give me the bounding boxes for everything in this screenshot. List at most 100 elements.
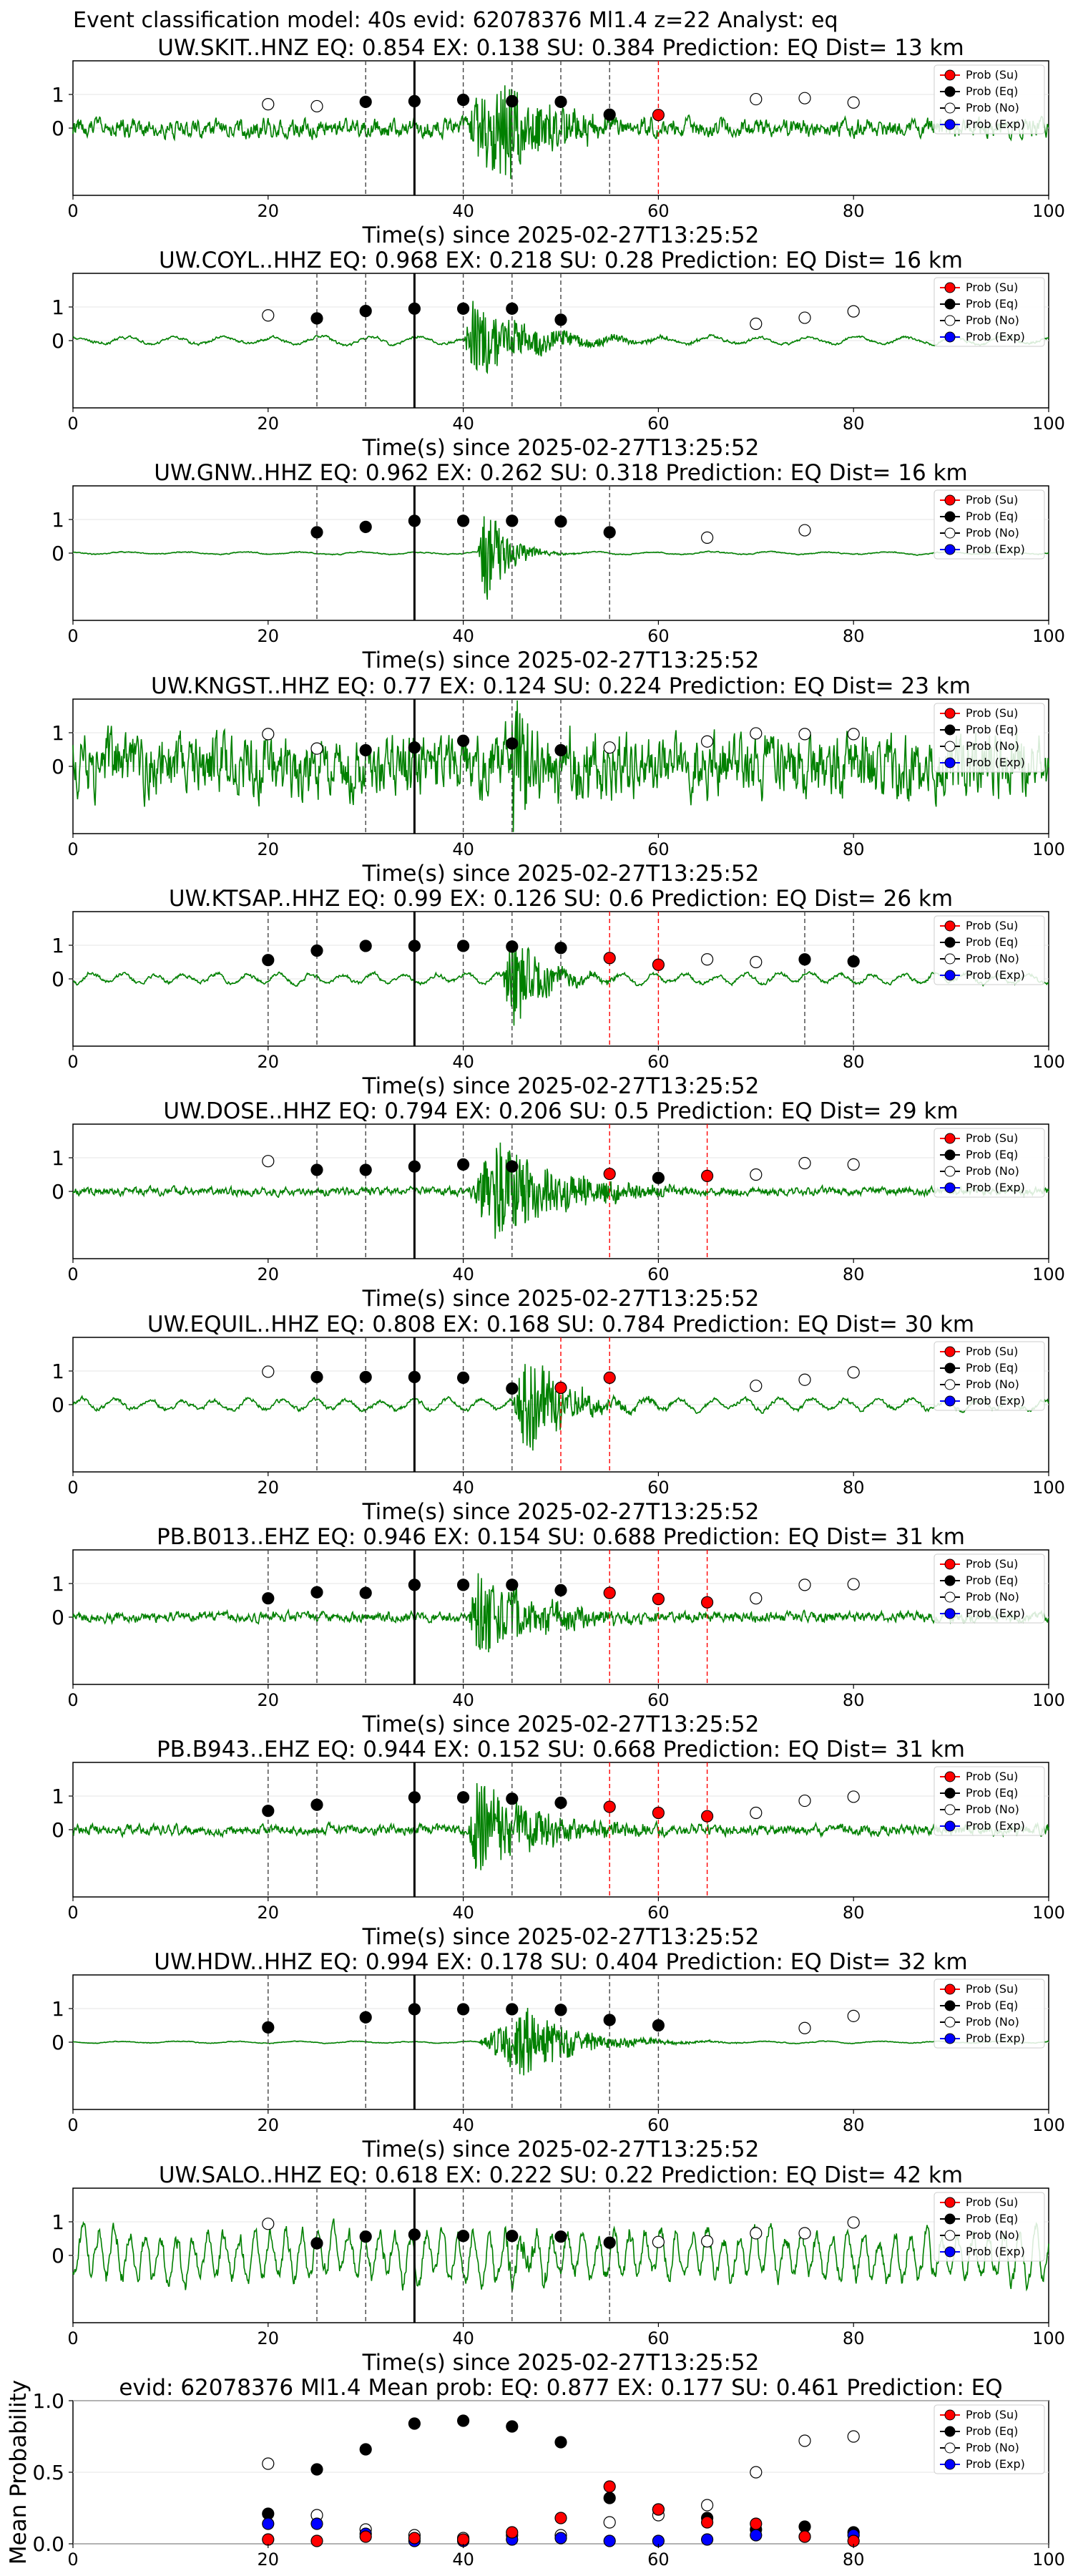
legend-label-1: Prob (Eq) bbox=[966, 723, 1018, 736]
x-tick-label-1: 20 bbox=[258, 2328, 280, 2348]
series-point-2 bbox=[750, 2466, 763, 2479]
legend-marker-1 bbox=[944, 1575, 956, 1586]
legend-box bbox=[934, 2404, 1045, 2474]
series-point-1 bbox=[408, 2417, 421, 2430]
prob-eq-point bbox=[603, 2014, 616, 2026]
prob-eq-point bbox=[554, 1584, 567, 1596]
prob-eq-point bbox=[408, 514, 421, 527]
legend-label-0: Prob (Su) bbox=[966, 1770, 1018, 1783]
x-tick-label-5: 100 bbox=[1032, 1052, 1065, 1072]
legend-marker-0 bbox=[944, 1133, 956, 1144]
x-tick-label-1: 20 bbox=[258, 1264, 280, 1284]
x-axis-label: Time(s) since 2025-02-27T13:25:52 bbox=[362, 1286, 760, 1312]
legend-label-3: Prob (Exp) bbox=[966, 2457, 1025, 2471]
prob-eq-point bbox=[506, 2230, 519, 2243]
prob-eq-point bbox=[359, 1163, 372, 1176]
y-tick-label-0: 1 bbox=[52, 1997, 64, 2021]
prob-eq-point bbox=[408, 2228, 421, 2241]
x-tick-label-5: 100 bbox=[1032, 2115, 1065, 2135]
series-point-0 bbox=[554, 2512, 567, 2524]
legend-label-0: Prob (Su) bbox=[966, 1131, 1018, 1145]
y-tick-label-1: 0.5 bbox=[32, 2461, 64, 2484]
prob-su-point bbox=[603, 1800, 616, 1813]
prob-eq-point bbox=[456, 2230, 470, 2243]
x-tick-label-3: 60 bbox=[647, 1264, 670, 1284]
series-point-3 bbox=[310, 2517, 323, 2530]
panel-title: UW.HDW..HHZ EQ: 0.994 EX: 0.178 SU: 0.40… bbox=[154, 1949, 967, 1975]
legend-label-1: Prob (Eq) bbox=[966, 1786, 1018, 1800]
prob-no-point bbox=[798, 2227, 811, 2240]
x-tick-label-4: 80 bbox=[843, 1264, 865, 1284]
legend-marker-0 bbox=[944, 920, 956, 932]
prob-su-point bbox=[652, 1806, 665, 1820]
series-point-3 bbox=[603, 2534, 616, 2547]
series-point-0 bbox=[262, 2533, 275, 2546]
prob-su-point bbox=[603, 1167, 616, 1181]
prob-eq-point bbox=[408, 741, 421, 754]
x-tick-label-2: 40 bbox=[452, 839, 474, 859]
figure-suptitle: Event classification model: 40s evid: 62… bbox=[73, 8, 838, 33]
prob-no-point bbox=[262, 98, 275, 111]
legend-marker-2 bbox=[944, 1166, 956, 1177]
station-panel-1: UW.COYL..HHZ EQ: 0.968 EX: 0.218 SU: 0.2… bbox=[52, 248, 1065, 461]
prob-no-point bbox=[847, 96, 860, 109]
legend-label-3: Prob (Exp) bbox=[966, 117, 1025, 131]
x-axis-label: Time(s) since 2025-02-27T13:25:52 bbox=[362, 861, 760, 887]
legend-marker-3 bbox=[944, 1608, 956, 1619]
legend-label-1: Prob (Eq) bbox=[966, 84, 1018, 98]
legend-marker-2 bbox=[944, 1591, 956, 1603]
prob-no-point bbox=[262, 728, 275, 741]
panel-title: UW.KNGST..HHZ EQ: 0.77 EX: 0.124 SU: 0.2… bbox=[151, 673, 971, 699]
series-point-1 bbox=[310, 2463, 323, 2476]
prob-eq-point bbox=[847, 955, 860, 968]
x-tick-label-2: 40 bbox=[452, 1690, 474, 1710]
prob-eq-point bbox=[603, 526, 616, 539]
prob-eq-point bbox=[506, 94, 519, 107]
series-point-0 bbox=[310, 2534, 323, 2547]
prob-eq-point bbox=[456, 734, 470, 747]
x-tick-label-2: 40 bbox=[452, 2550, 474, 2570]
y-tick-label-0: 1 bbox=[52, 934, 64, 957]
series-point-3 bbox=[262, 2517, 275, 2530]
series-point-0 bbox=[798, 2530, 811, 2543]
waveform-trace bbox=[72, 2007, 1049, 2076]
prob-no-point bbox=[750, 727, 763, 740]
legend-marker-2 bbox=[944, 2442, 956, 2454]
legend-label-2: Prob (No) bbox=[966, 101, 1019, 114]
prob-eq-point bbox=[554, 515, 567, 528]
prob-eq-point bbox=[359, 520, 372, 533]
prob-no-point bbox=[310, 742, 323, 755]
series-point-3 bbox=[750, 2529, 763, 2542]
x-axis-label: Time(s) since 2025-02-27T13:25:52 bbox=[362, 1073, 760, 1099]
series-point-1 bbox=[603, 2492, 616, 2504]
panel-title: PB.B943..EHZ EQ: 0.944 EX: 0.152 SU: 0.6… bbox=[157, 1737, 965, 1762]
legend-label-0: Prob (Su) bbox=[966, 2408, 1018, 2421]
x-tick-label-4: 80 bbox=[843, 1478, 865, 1498]
prob-eq-point bbox=[506, 514, 519, 527]
prob-eq-point bbox=[359, 2230, 372, 2243]
x-tick-label-2: 40 bbox=[452, 2115, 474, 2135]
legend-label-3: Prob (Exp) bbox=[966, 1394, 1025, 1407]
x-tick-label-1: 20 bbox=[258, 1903, 280, 1923]
prob-eq-point bbox=[456, 940, 470, 952]
panel-title: UW.DOSE..HHZ EQ: 0.794 EX: 0.206 SU: 0.5… bbox=[163, 1098, 958, 1124]
y-tick-label-0: 1 bbox=[52, 508, 64, 532]
series-point-0 bbox=[700, 2516, 714, 2529]
legend-label-1: Prob (Eq) bbox=[966, 2212, 1018, 2225]
x-tick-label-4: 80 bbox=[843, 1690, 865, 1710]
prob-eq-point bbox=[359, 305, 372, 318]
legend-marker-0 bbox=[944, 708, 956, 719]
legend-marker-1 bbox=[944, 2213, 956, 2225]
legend-label-2: Prob (No) bbox=[966, 526, 1019, 540]
legend-marker-2 bbox=[944, 102, 956, 114]
y-tick-label-1: 0 bbox=[52, 2031, 64, 2054]
legend-box bbox=[934, 489, 1045, 560]
x-tick-label-1: 20 bbox=[258, 1478, 280, 1498]
legend-label-0: Prob (Su) bbox=[966, 2195, 1018, 2209]
legend-marker-0 bbox=[944, 1346, 956, 1357]
legend-label-1: Prob (Eq) bbox=[966, 509, 1018, 523]
prob-no-point bbox=[798, 92, 811, 104]
prob-su-point bbox=[700, 1810, 714, 1823]
waveform-trace bbox=[72, 1142, 1049, 1239]
legend-label-3: Prob (Exp) bbox=[966, 330, 1025, 343]
